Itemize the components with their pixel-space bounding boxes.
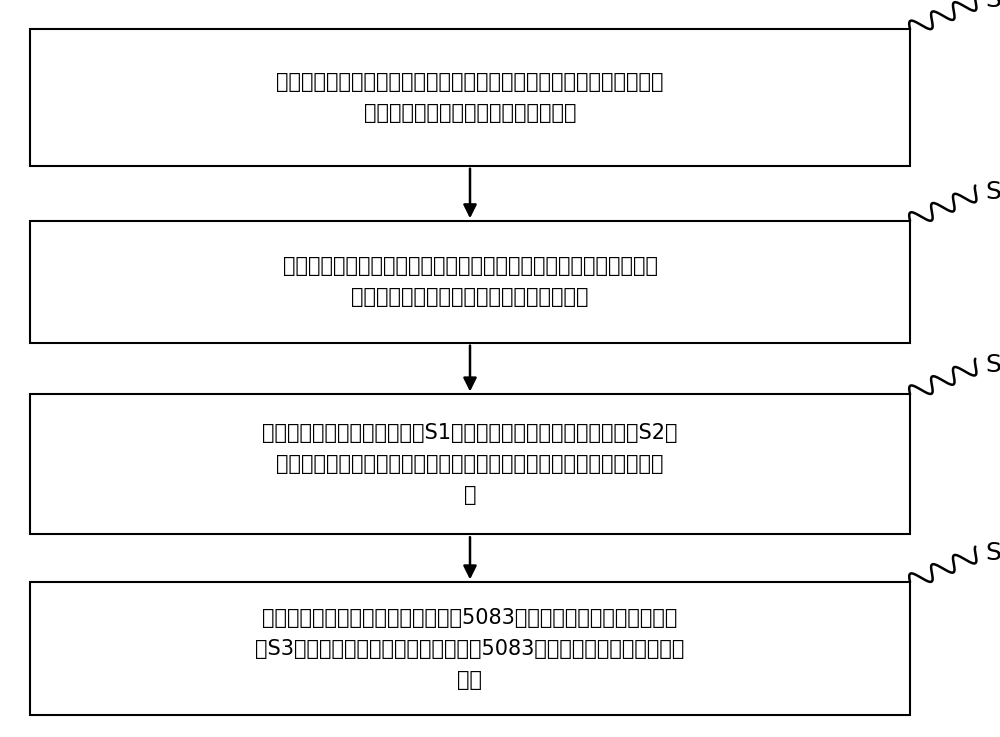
Text: S2: S2 xyxy=(985,180,1000,203)
Bar xyxy=(30,394,910,534)
Text: 骤S3得到的金相图谱，判定多个待检测5083合金板材的晶间腐蚀敏感性: 骤S3得到的金相图谱，判定多个待检测5083合金板材的晶间腐蚀敏感性 xyxy=(255,638,685,659)
Text: 在金相显微镜下分别观察多个待检测5083合金板材的显微组织，对比步: 在金相显微镜下分别观察多个待检测5083合金板材的显微组织，对比步 xyxy=(262,607,678,628)
Text: 在金相显微镜下观察经过步骤S1的第一样品的显微组织和经过步骤S2的: 在金相显微镜下观察经过步骤S1的第一样品的显微组织和经过步骤S2的 xyxy=(262,423,678,444)
Text: 级别: 级别 xyxy=(458,669,482,690)
Text: S1: S1 xyxy=(985,0,1000,12)
Text: S3: S3 xyxy=(985,353,1000,377)
Text: S4: S4 xyxy=(985,541,1000,565)
Bar xyxy=(30,29,910,166)
Text: 收集多个第一样品，对收集到的第一样品进行晶间腐蚀检测后，根据单: 收集多个第一样品，对收集到的第一样品进行晶间腐蚀检测后，根据单 xyxy=(276,72,664,92)
Text: 谱: 谱 xyxy=(464,485,476,506)
Text: 收集多个第二样品，对第二样品进行敏化处理和晶间腐蚀检测后，根: 收集多个第二样品，对第二样品进行敏化处理和晶间腐蚀检测后，根 xyxy=(283,256,658,276)
Bar xyxy=(30,582,910,715)
Bar xyxy=(30,221,910,343)
Text: 据单位面积的质量损失对第二样品划分等级: 据单位面积的质量损失对第二样品划分等级 xyxy=(351,287,589,307)
Text: 第二样品的显微组织，并分别得到第一样品和第二样品的对应的金相图: 第二样品的显微组织，并分别得到第一样品和第二样品的对应的金相图 xyxy=(276,454,664,475)
Text: 位面积的质量损失对第一样品划分等级: 位面积的质量损失对第一样品划分等级 xyxy=(364,103,576,123)
